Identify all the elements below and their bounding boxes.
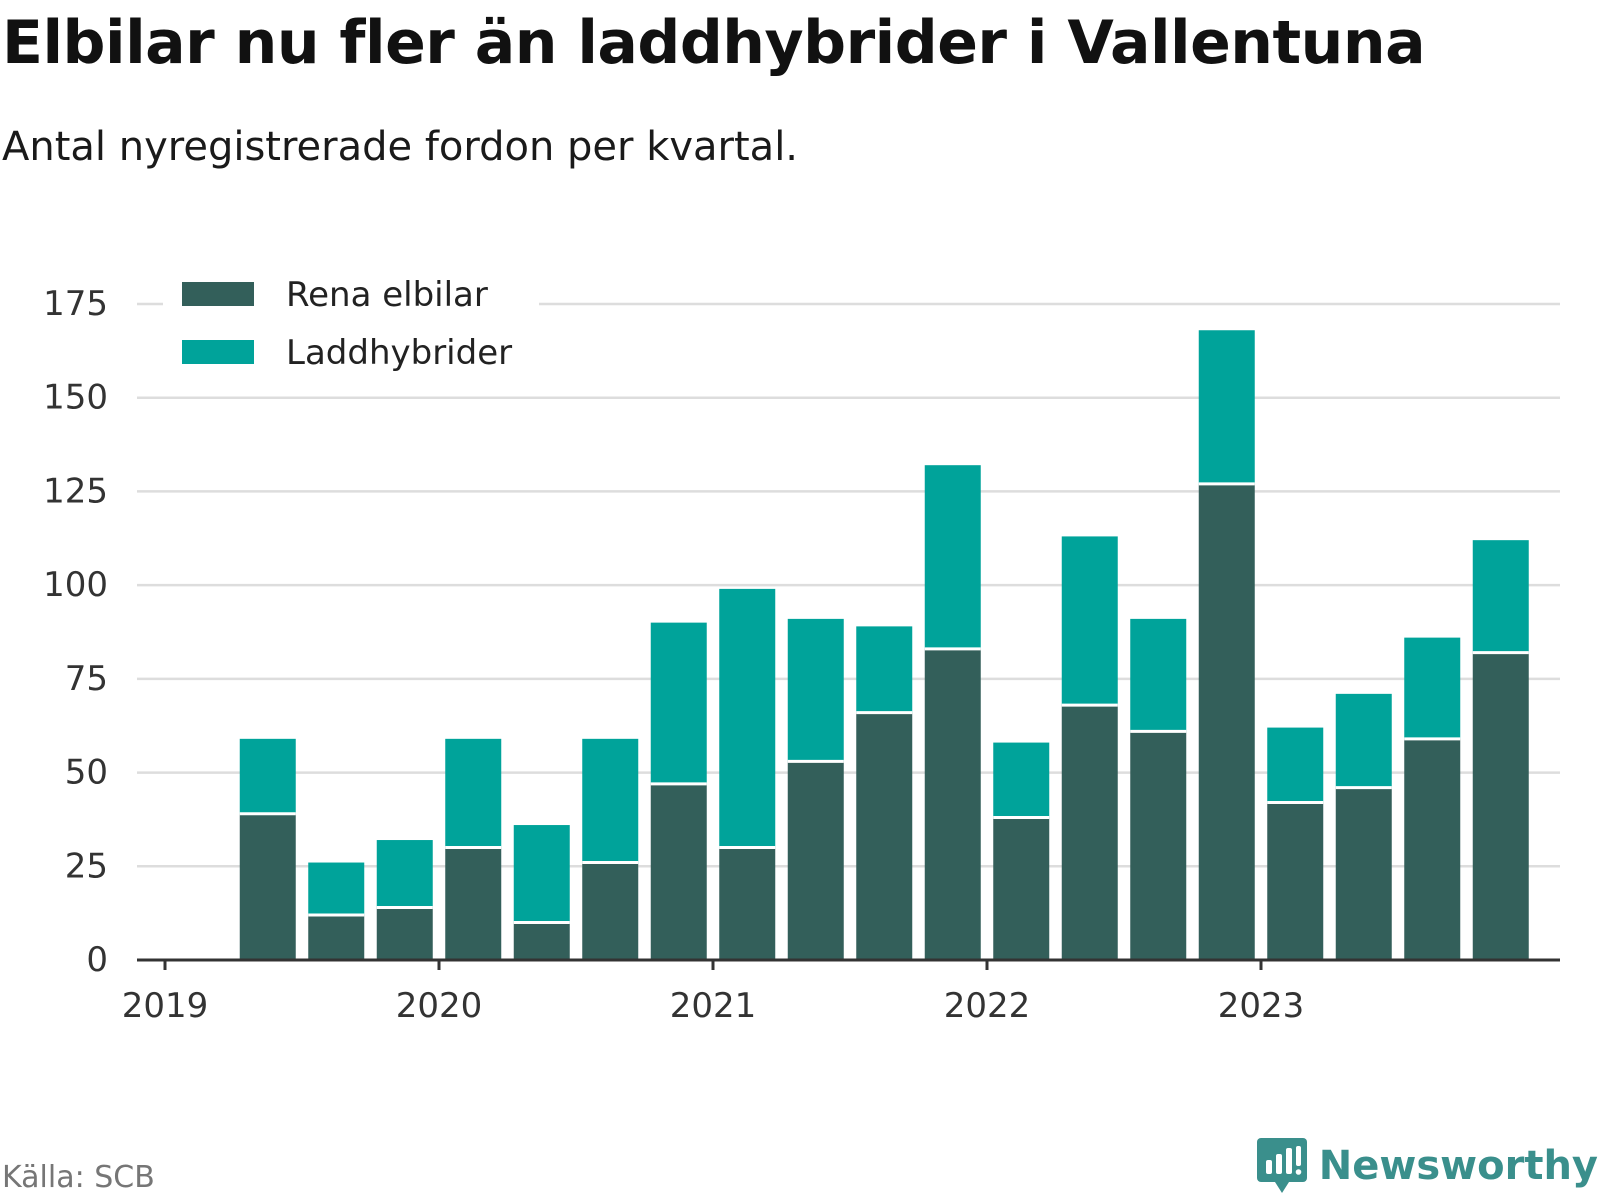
bar-rena-elbilar <box>719 847 776 960</box>
bar-rena-elbilar <box>1198 483 1255 960</box>
bar-rena-elbilar <box>1472 652 1529 960</box>
source-note: Källa: SCB <box>2 1160 155 1195</box>
legend: Rena elbilar Laddhybrider <box>163 275 539 380</box>
x-tick-label: 2022 <box>944 986 1031 1026</box>
bar-laddhybrider <box>445 738 502 848</box>
bar-rena-elbilar <box>993 817 1050 960</box>
bar-laddhybrider <box>308 862 365 916</box>
brand-name: Newsworthy <box>1318 1143 1598 1189</box>
y-tick-label: 25 <box>65 846 108 886</box>
legend-label: Rena elbilar <box>286 275 488 315</box>
bar-laddhybrider <box>513 825 570 923</box>
bar-laddhybrider <box>1130 618 1187 732</box>
legend-label: Laddhybrider <box>286 333 512 373</box>
bar-rena-elbilar <box>1267 802 1324 960</box>
y-tick-label: 50 <box>65 753 108 793</box>
bars <box>239 330 1529 960</box>
bar-rena-elbilar <box>1130 731 1187 960</box>
gridlines <box>137 302 1560 868</box>
bar-laddhybrider <box>924 465 981 649</box>
bar-rena-elbilar <box>1404 738 1461 960</box>
bar-rena-elbilar <box>650 783 707 960</box>
bar-laddhybrider <box>239 738 296 814</box>
legend-swatch <box>182 282 254 306</box>
y-tick-label: 125 <box>43 471 108 511</box>
bar-rena-elbilar <box>376 907 433 960</box>
x-axis: 2019 2020 2021 2022 2023 <box>122 958 1560 1026</box>
stacked-bar-chart: 0 25 50 75 100 125 150 175 2019 2020 2021 2022 2023… <box>43 275 1560 1026</box>
y-axis-ticks: 0 25 50 75 100 125 150 175 <box>43 284 108 980</box>
bar-laddhybrider <box>993 742 1050 818</box>
y-tick-label: 175 <box>43 284 108 324</box>
x-tick-label: 2021 <box>670 986 757 1026</box>
bar-rena-elbilar <box>856 712 913 960</box>
bar-rena-elbilar <box>308 915 365 960</box>
bar-laddhybrider <box>719 588 776 848</box>
bar-rena-elbilar <box>787 761 844 960</box>
x-tick-label: 2020 <box>396 986 483 1026</box>
brand-logo[interactable]: Newsworthy <box>1256 1138 1598 1194</box>
bar-rena-elbilar <box>582 862 639 960</box>
newsworthy-logo-icon <box>1256 1138 1307 1193</box>
bar-laddhybrider <box>1198 330 1255 484</box>
x-tick-label: 2019 <box>122 986 209 1026</box>
bar-laddhybrider <box>1335 693 1392 788</box>
bar-rena-elbilar <box>513 922 570 960</box>
bar-laddhybrider <box>1404 637 1461 739</box>
y-tick-label: 75 <box>65 659 108 699</box>
bar-laddhybrider <box>650 622 707 784</box>
bar-laddhybrider <box>787 618 844 762</box>
bar-rena-elbilar <box>445 847 502 960</box>
y-tick-label: 100 <box>43 565 108 605</box>
bar-laddhybrider <box>856 626 913 713</box>
bar-laddhybrider <box>582 738 639 863</box>
y-tick-label: 0 <box>86 940 108 980</box>
chart-title: Elbilar nu fler än laddhybrider i Vallen… <box>2 8 1426 78</box>
legend-swatch <box>182 340 254 364</box>
y-tick-label: 150 <box>43 378 108 418</box>
bar-rena-elbilar <box>1061 705 1118 960</box>
bar-rena-elbilar <box>924 648 981 960</box>
bar-laddhybrider <box>1472 540 1529 653</box>
bar-laddhybrider <box>376 840 433 908</box>
bar-laddhybrider <box>1061 536 1118 706</box>
chart-subtitle: Antal nyregistrerade fordon per kvartal. <box>2 124 799 170</box>
x-tick-label: 2023 <box>1218 986 1305 1026</box>
bar-rena-elbilar <box>1335 787 1392 960</box>
bar-laddhybrider <box>1267 727 1324 803</box>
bar-rena-elbilar <box>239 813 296 960</box>
